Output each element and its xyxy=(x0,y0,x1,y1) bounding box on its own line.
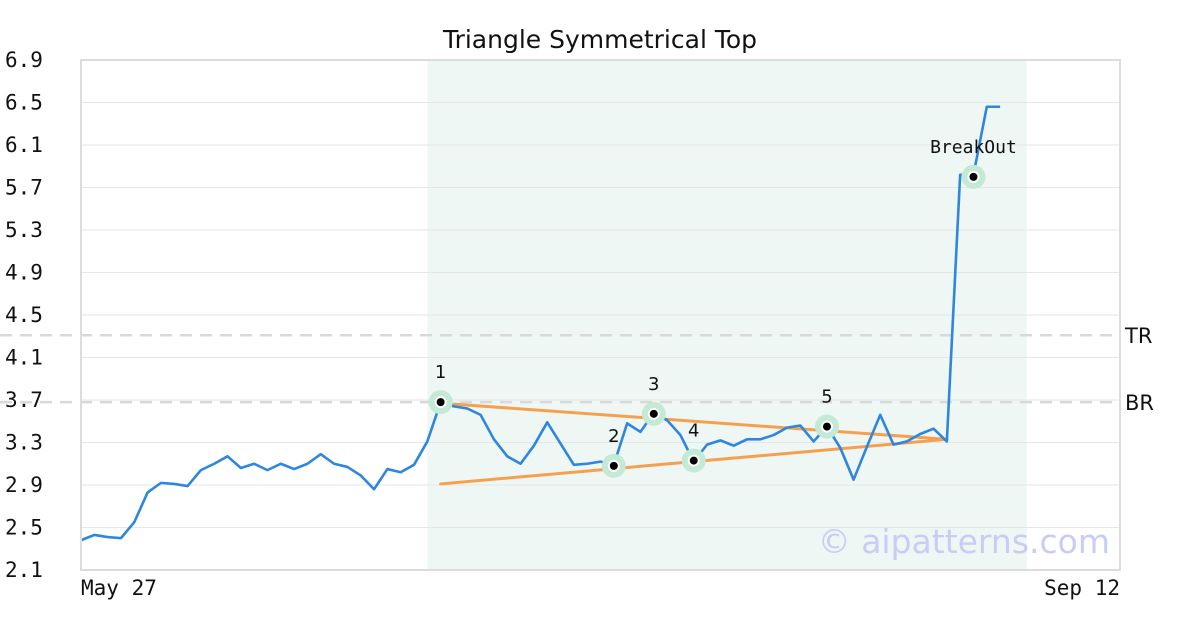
y-tick-label: 4.5 xyxy=(5,303,43,327)
y-tick-label: 3.7 xyxy=(5,388,43,412)
y-tick-label: 6.9 xyxy=(5,48,43,72)
level-label-tr: TR xyxy=(1124,324,1152,348)
point-marker xyxy=(607,459,620,472)
y-tick-label: 2.5 xyxy=(5,516,43,540)
y-tick-label: 6.1 xyxy=(5,133,43,157)
point-label: 3 xyxy=(648,374,659,395)
point-label: 5 xyxy=(821,387,832,408)
y-tick-label: 4.1 xyxy=(5,346,43,370)
watermark: © aipatterns.com xyxy=(818,522,1110,561)
y-tick-label: 6.5 xyxy=(5,91,43,115)
price-line xyxy=(80,105,1001,542)
point-marker xyxy=(820,420,833,433)
point-label: BreakOut xyxy=(930,137,1017,158)
point-label: 2 xyxy=(608,426,619,447)
plot-frame xyxy=(80,59,1121,571)
point-marker xyxy=(647,407,660,420)
x-tick-label: May 27 xyxy=(81,576,157,600)
y-tick-label: 3.3 xyxy=(5,431,43,455)
y-tick-label: 4.9 xyxy=(5,261,43,285)
level-label-br: BR xyxy=(1125,391,1154,415)
x-tick-label: Sep 12 xyxy=(1044,576,1120,600)
y-tick-label: 2.1 xyxy=(5,558,43,582)
point-label: 4 xyxy=(688,421,699,442)
point-marker xyxy=(434,396,447,409)
point-marker xyxy=(687,454,700,467)
trendline xyxy=(439,401,949,441)
point-label: 1 xyxy=(435,362,446,383)
y-tick-label: 5.3 xyxy=(5,218,43,242)
chart-title: Triangle Symmetrical Top xyxy=(442,25,757,54)
y-tick-label: 2.9 xyxy=(5,473,43,497)
y-tick-label: 5.7 xyxy=(5,176,43,200)
point-marker xyxy=(967,170,980,183)
